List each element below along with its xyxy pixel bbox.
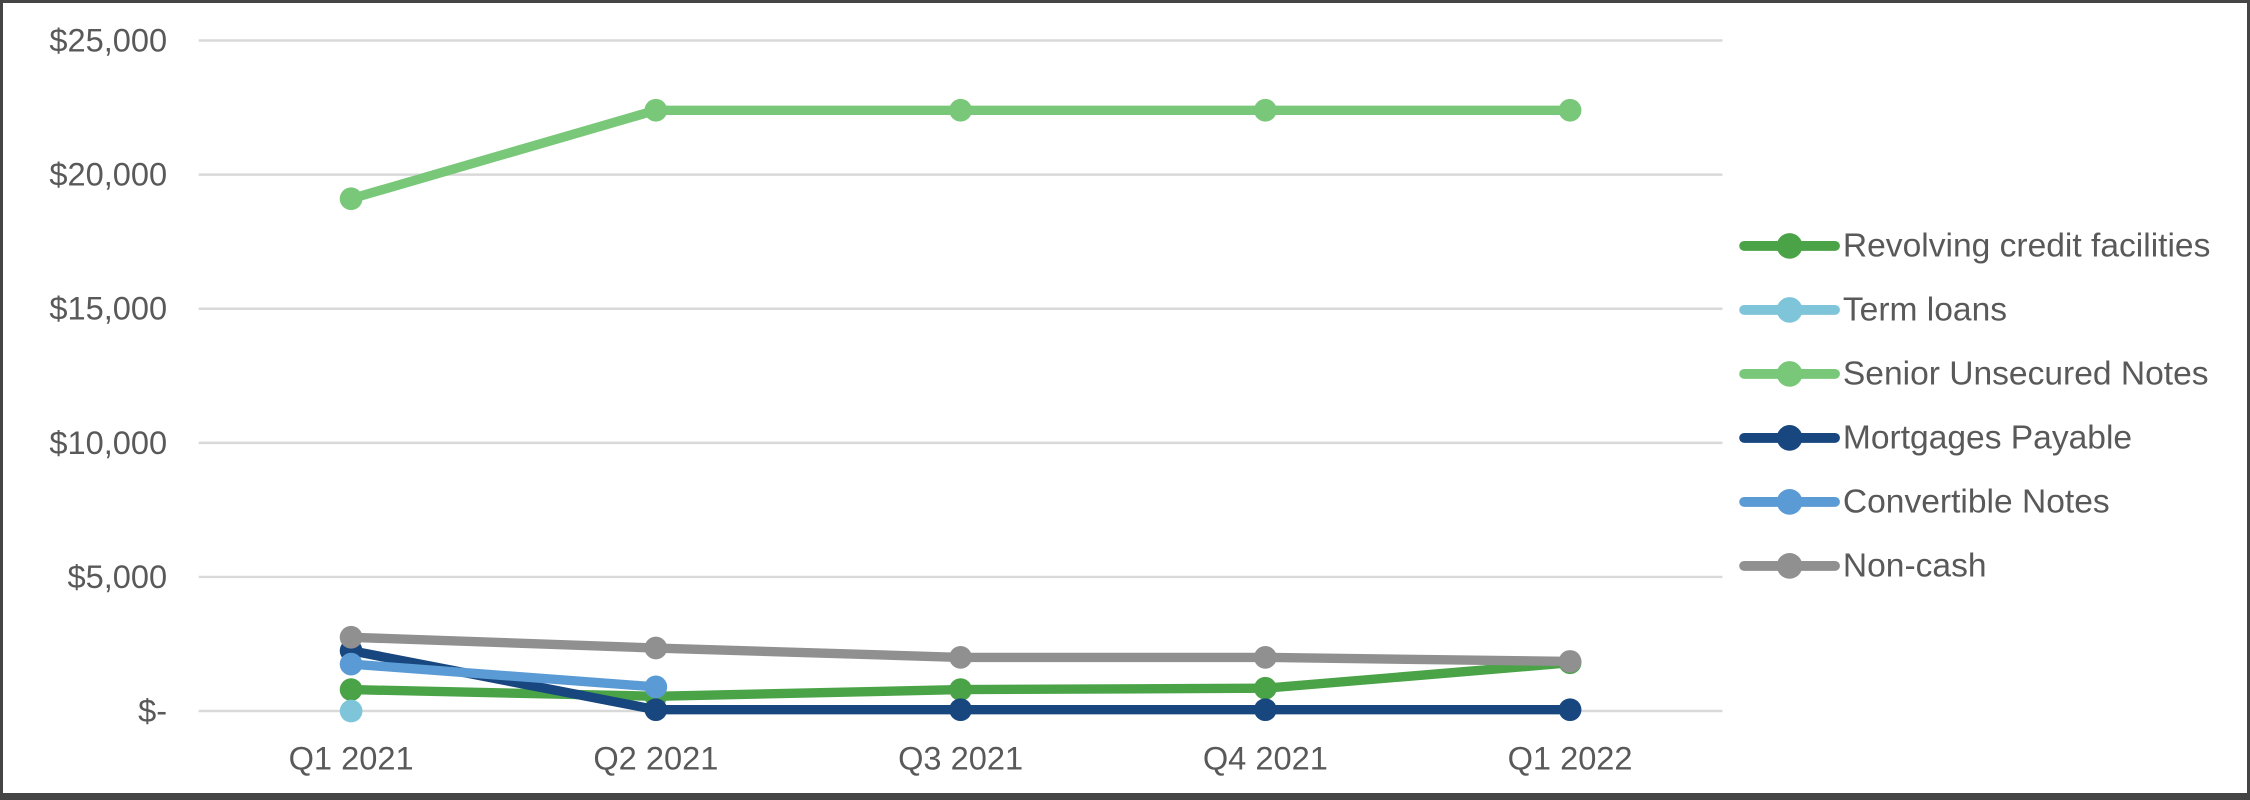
data-point-marker-non-cash [1558,650,1582,673]
legend-item-non-cash: Non-cash [1739,547,1987,584]
data-point-marker-non-cash [339,625,363,649]
data-point-marker-convertible-notes [339,652,363,676]
data-point-marker-senior-unsecured-notes [339,187,363,211]
legend-swatch-dot [1776,361,1803,387]
series-line-senior-unsecured-notes [346,105,1575,204]
series-line-convertible-notes [346,659,661,692]
data-point-marker-term-loans [339,699,363,723]
y-axis-tick-label: $10,000 [49,425,167,461]
legend-label: Term loans [1843,291,2007,328]
x-axis-tick-label: Q2 2021 [593,740,718,776]
legend-item-mortgages-payable: Mortgages Payable [1739,419,2132,456]
legend-label: Convertible Notes [1843,483,2110,520]
data-point-marker-mortgages-payable [949,698,972,722]
y-axis-tick-label: $25,000 [49,23,167,59]
legend-swatch-dot [1776,297,1803,323]
data-point-marker-revolving-credit-facilities [339,678,363,701]
legend-label: Mortgages Payable [1843,419,2132,456]
legend-swatch-dot [1776,553,1803,579]
data-point-marker-convertible-notes [644,675,668,699]
data-point-marker-non-cash [949,646,972,669]
legend-item-convertible-notes: Convertible Notes [1739,483,2110,520]
legend-swatch-dot [1776,425,1803,451]
legend-label: Revolving credit facilities [1843,227,2210,264]
data-point-marker-revolving-credit-facilities [1253,676,1277,700]
x-axis-tick-label: Q3 2021 [898,740,1023,776]
legend-label: Senior Unsecured Notes [1843,355,2209,392]
y-axis-tick-label: $20,000 [49,157,167,193]
data-point-marker-revolving-credit-facilities [949,678,972,701]
x-axis-tick-label: Q1 2021 [289,740,414,776]
data-point-marker-senior-unsecured-notes [1558,98,1582,122]
legend-item-senior-unsecured-notes: Senior Unsecured Notes [1739,355,2209,392]
debt-line-chart: $- $5,000 $10,000 $15,000 $20,000 $25,000 Q1 2… [49,23,2210,777]
x-axis-tick-label: Q4 2021 [1203,740,1328,776]
legend-label: Non-cash [1843,547,1987,584]
data-point-marker-non-cash [644,636,668,660]
y-axis-tick-label: $- [138,693,167,729]
data-point-marker-mortgages-payable [1253,698,1277,722]
legend-item-term-loans: Term loans [1739,291,2007,328]
data-point-marker-senior-unsecured-notes [949,98,972,122]
legend-swatch-dot [1776,489,1803,515]
data-point-marker-senior-unsecured-notes [644,98,668,122]
data-point-marker-mortgages-payable [1558,698,1582,722]
y-axis-tick-label: $15,000 [49,291,167,327]
data-point-marker-non-cash [1253,646,1277,669]
legend-swatch-dot [1776,233,1803,259]
y-axis-tick-label: $5,000 [67,559,167,595]
legend-item-revolving-credit-facilities: Revolving credit facilities [1739,227,2210,264]
x-axis-tick-label: Q1 2022 [1508,740,1633,776]
data-point-marker-mortgages-payable [644,698,668,722]
data-point-marker-senior-unsecured-notes [1253,98,1277,122]
